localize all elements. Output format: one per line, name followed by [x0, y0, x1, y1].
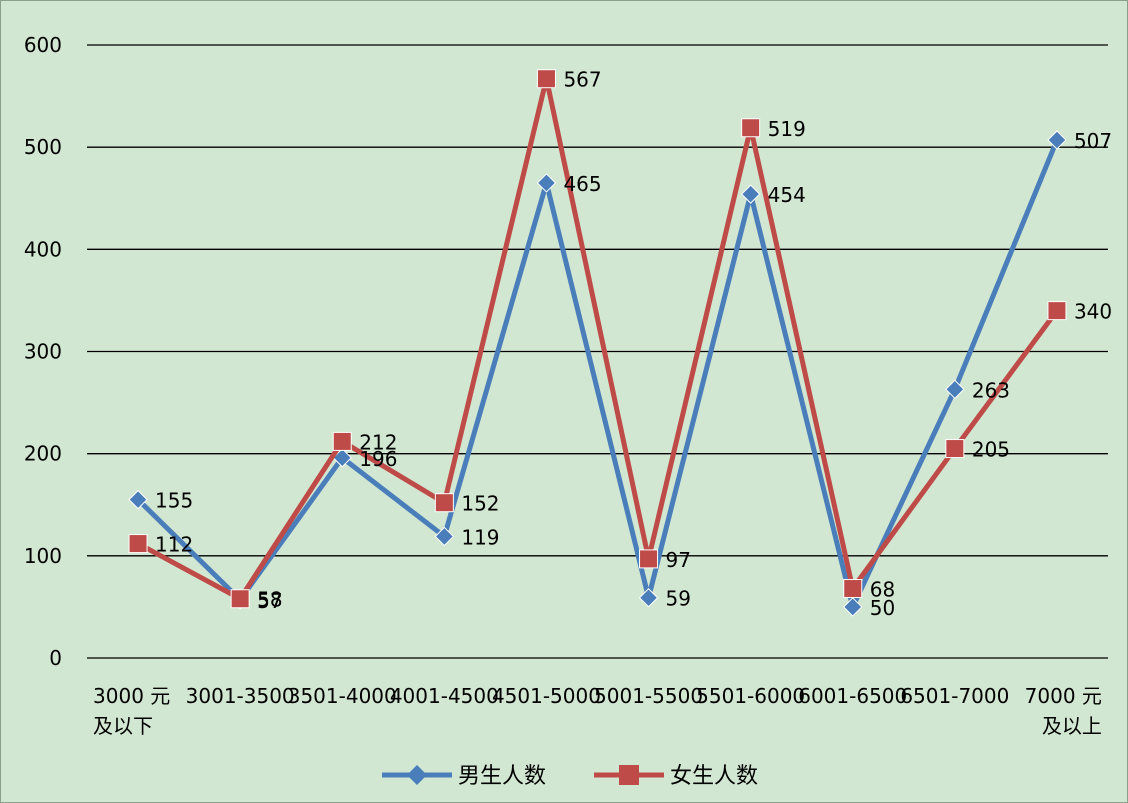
series-line — [136, 139, 1060, 610]
data-label: 57 — [257, 589, 282, 613]
data-point — [1047, 301, 1067, 321]
x-tick-label: 3001-3500 — [186, 684, 295, 708]
data-point — [332, 431, 352, 451]
legend-marker — [407, 765, 427, 785]
data-label: 58 — [257, 588, 282, 612]
x-tick-label: 5501-6000 — [696, 684, 805, 708]
data-label: 50 — [870, 596, 895, 620]
y-axis: 0 100 200 300 400 500 600 — [24, 33, 62, 670]
gridlines — [87, 44, 1108, 659]
x-tick-label: 4501-5000 — [492, 684, 601, 708]
x-tick-label: 3000 元 — [93, 684, 170, 708]
data-label: 205 — [972, 438, 1010, 462]
data-label: 155 — [155, 489, 193, 513]
x-tick-label: 6501-7000 — [900, 684, 1009, 708]
data-point — [434, 526, 455, 547]
data-labels: 155 57 196 119 465 59 454 50 263 507 112 58 212 152 56… — [155, 68, 1112, 620]
y-tick-label: 0 — [49, 646, 62, 670]
y-tick-label: 300 — [24, 340, 62, 364]
data-label: 68 — [870, 578, 895, 602]
data-point — [128, 534, 148, 554]
data-label: 507 — [1074, 129, 1112, 153]
y-tick-label: 500 — [24, 135, 62, 159]
x-tick-label: 及以下 — [93, 714, 153, 738]
data-point — [639, 549, 659, 569]
data-point — [1047, 130, 1067, 150]
data-point — [741, 118, 761, 138]
x-tick-label: 7000 元 — [1025, 684, 1102, 708]
data-label: 59 — [666, 587, 691, 611]
y-tick-label: 100 — [24, 544, 62, 568]
data-label: 119 — [461, 525, 499, 549]
data-label: 454 — [768, 183, 806, 207]
data-label: 465 — [563, 172, 601, 196]
data-label: 212 — [359, 430, 397, 454]
x-tick-label: 4001-4500 — [390, 684, 499, 708]
x-tick-label: 及以上 — [1042, 714, 1102, 738]
data-point — [230, 589, 250, 609]
data-label: 196 — [359, 447, 397, 471]
data-label: 97 — [666, 548, 691, 572]
data-label: 152 — [461, 492, 499, 516]
data-point — [536, 173, 557, 193]
y-tick-label: 400 — [24, 237, 62, 261]
data-point — [843, 579, 863, 599]
legend-marker — [619, 765, 639, 785]
y-tick-label: 600 — [24, 33, 62, 57]
data-point — [434, 493, 454, 513]
data-point — [638, 588, 659, 608]
data-label: 519 — [768, 117, 806, 141]
data-label: 340 — [1074, 300, 1112, 324]
data-point — [945, 439, 965, 459]
data-label: 567 — [563, 68, 601, 92]
data-point — [945, 379, 965, 400]
data-point — [128, 489, 148, 510]
series-group — [128, 69, 1067, 617]
data-label: 112 — [155, 533, 193, 557]
data-point — [740, 184, 761, 204]
data-label: 263 — [972, 378, 1010, 402]
legend: 男生人数 女生人数 — [382, 764, 758, 789]
data-point — [843, 597, 863, 617]
x-tick-label: 3501-4000 — [288, 684, 397, 708]
legend-label: 男生人数 — [458, 764, 546, 789]
x-tick-label: 5001-5500 — [594, 684, 703, 708]
data-point — [536, 69, 556, 89]
legend-label: 女生人数 — [670, 764, 758, 789]
series-line — [136, 76, 1059, 602]
y-tick-label: 200 — [24, 442, 62, 466]
x-tick-label: 6001-6500 — [798, 684, 907, 708]
